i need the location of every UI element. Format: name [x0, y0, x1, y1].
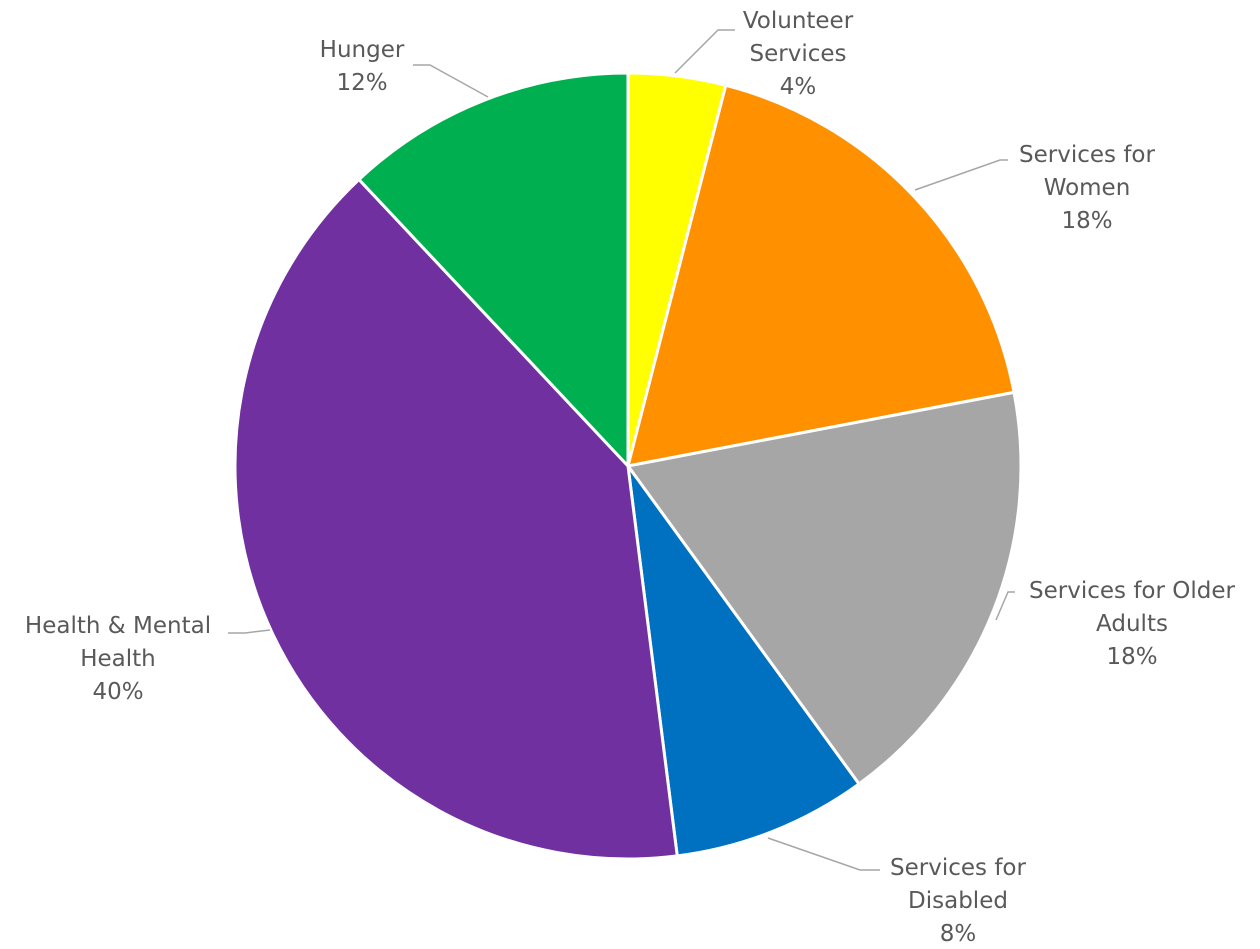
slice-services-for-women	[625, 83, 1016, 468]
slice-name-label: Services for Older	[1029, 578, 1235, 604]
leader-line-services-for-older-adults	[995, 591, 1015, 621]
slice-hunger	[356, 71, 630, 470]
data-label-services-for-older-adults: Services for Older Adults 18%	[1029, 578, 1235, 670]
slice-percent-label: 18%	[1106, 644, 1157, 670]
slice-name-label: Adults	[1096, 611, 1168, 637]
slice-percent-label: 40%	[92, 679, 143, 705]
pie-slices	[233, 71, 1023, 861]
slice-name-label: Women	[1044, 175, 1131, 201]
slice-name-label: Services	[750, 41, 847, 67]
slice-name-label: Services for	[890, 855, 1026, 881]
slice-name-label: Volunteer	[743, 8, 854, 34]
data-label-services-for-women: Services for Women 18%	[1019, 142, 1155, 234]
data-label-health-and-mental-health: Health & Mental Health 40%	[25, 613, 211, 705]
slice-name-label: Health	[80, 646, 156, 672]
data-label-services-for-disabled: Services for Disabled 8%	[890, 855, 1026, 947]
slice-percent-label: 8%	[940, 921, 977, 947]
slice-health-and-mental-health	[233, 177, 679, 861]
slice-services-for-older-adults	[625, 390, 1023, 787]
leader-line-services-for-women	[914, 159, 1008, 191]
leader-line-services-for-disabled	[767, 837, 880, 871]
slice-percent-label: 4%	[780, 74, 817, 100]
slice-name-label: Health & Mental	[25, 613, 211, 639]
leader-line-health-and-mental-health	[228, 629, 271, 634]
slice-name-label: Disabled	[908, 888, 1008, 914]
slice-name-label: Services for	[1019, 142, 1155, 168]
data-label-volunteer-services: Volunteer Services 4%	[743, 8, 854, 100]
slice-percent-label: 12%	[336, 70, 387, 96]
data-labels: Volunteer Services 4%Services for Women 18%S…	[25, 8, 1236, 947]
leader-line-hunger	[413, 64, 489, 98]
data-label-hunger: Hunger 12%	[320, 37, 405, 96]
leader-line-volunteer-services	[674, 29, 735, 74]
slice-services-for-disabled	[626, 465, 862, 858]
slice-name-label: Hunger	[320, 37, 405, 63]
slice-percent-label: 18%	[1061, 208, 1112, 234]
leader-lines	[228, 29, 1015, 871]
